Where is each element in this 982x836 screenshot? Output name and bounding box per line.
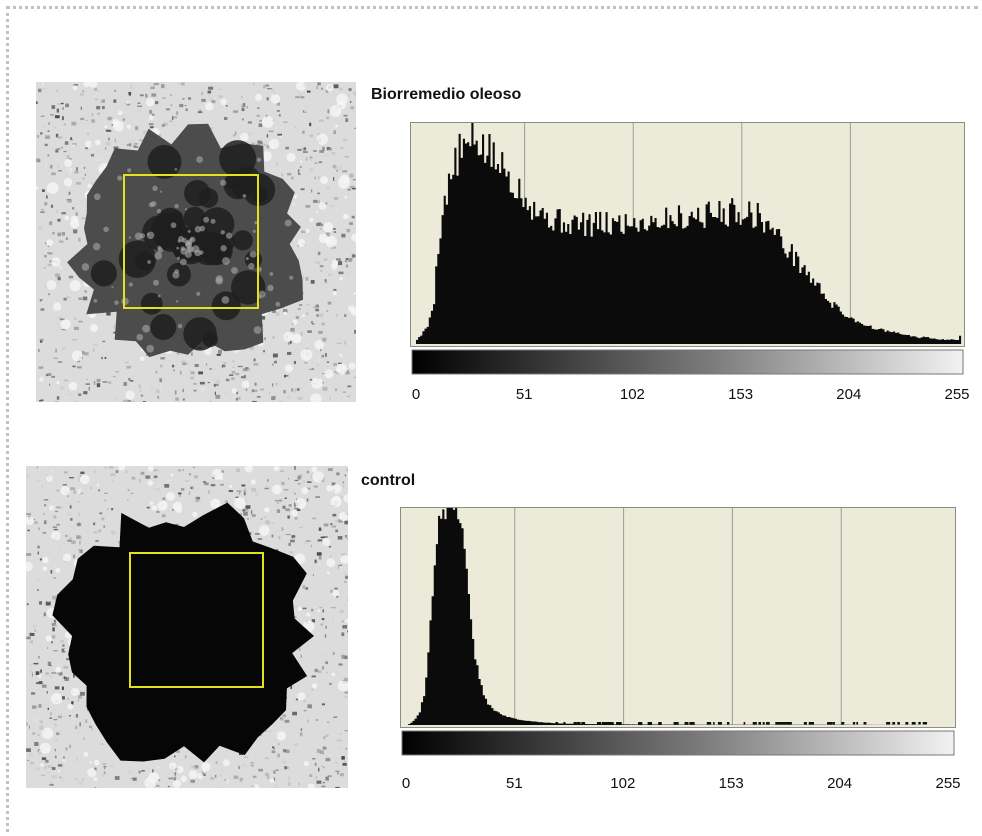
x-tick-label: 0 [401,775,411,792]
sample-image-control [26,466,348,788]
x-tick-label: 255 [944,386,970,403]
histogram-tail-specks [555,722,928,725]
sample-image-oleoso [36,82,356,402]
x-tick-label: 102 [610,775,636,792]
x-tick-label: 255 [935,775,961,792]
x-tick-label: 102 [619,386,645,403]
grayscale-gradient-bar [401,730,955,756]
selection-box [129,552,264,688]
panel-title-control: control [361,472,416,489]
histogram-control [400,507,956,765]
x-tick-label: 0 [411,386,421,403]
histogram-oleoso [410,122,965,384]
histogram-series [406,508,953,725]
x-tick-label: 204 [836,386,862,403]
x-axis-ticks-oleoso: 0 51 102 153 204 255 [412,386,970,406]
figure-frame [6,6,978,832]
histogram-plot-area [400,507,956,728]
x-tick-label: 153 [728,386,754,403]
x-tick-label: 204 [827,775,853,792]
x-tick-label: 51 [515,386,533,403]
panel-title-oleoso: Biorremedio oleoso [371,86,522,103]
x-axis-ticks-control: 0 51 102 153 204 255 [402,775,961,795]
histogram-series [416,123,962,344]
x-tick-label: 51 [506,775,523,792]
x-tick-label: 153 [718,775,744,792]
grayscale-gradient-bar [411,349,964,375]
selection-box [123,174,259,309]
sample-image-oleoso-canvas [36,82,356,402]
sample-image-control-canvas [26,466,348,788]
colony-blob [52,502,315,763]
